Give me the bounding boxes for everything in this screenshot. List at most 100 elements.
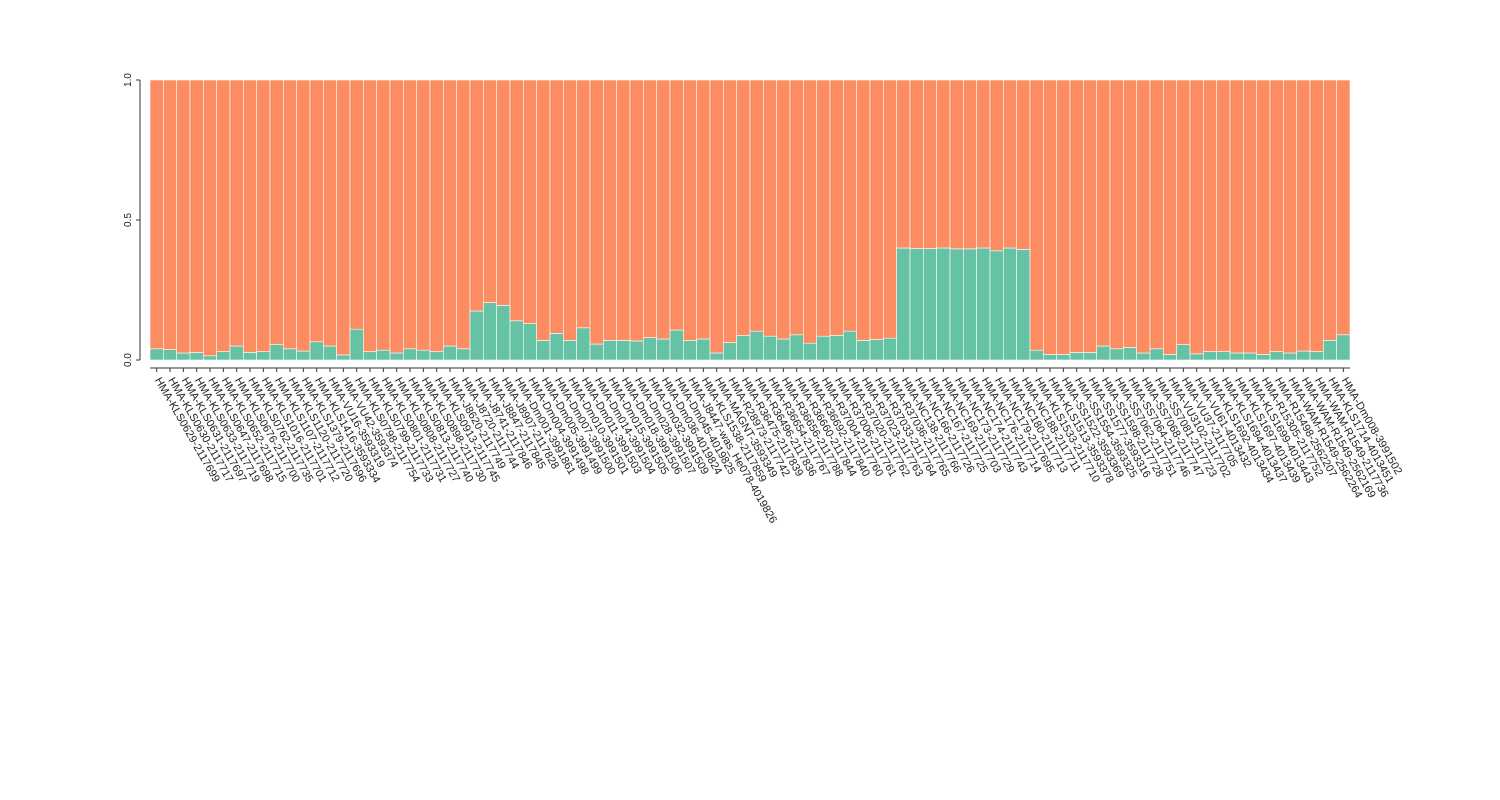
bar-segment (696, 338, 711, 361)
bar-segment (843, 330, 857, 361)
bar-segment (336, 354, 351, 361)
bar-segment (1056, 79, 1071, 355)
bar-segment (616, 340, 631, 361)
bar-segment (1136, 79, 1151, 354)
bar-segment (296, 350, 311, 361)
bar-segment (829, 79, 844, 336)
bar-segment (443, 345, 457, 361)
bar-segment (163, 79, 177, 350)
bar-segment (269, 79, 284, 345)
y-tick-label: 0.0 (123, 353, 134, 367)
bar-segment (1043, 354, 1057, 361)
bar-segment (363, 79, 377, 352)
bar-segment (723, 342, 737, 361)
bar-segment (656, 338, 671, 361)
bar-segment (709, 79, 724, 354)
bar-segment (309, 341, 324, 361)
bar-segment (856, 79, 871, 341)
bar-segment (496, 79, 511, 306)
bar-segment (189, 352, 204, 361)
bar-segment (1163, 79, 1177, 355)
bar-segment (629, 79, 644, 342)
bar-segment (803, 79, 817, 344)
bar-segment (1243, 352, 1257, 361)
bar-segment (629, 340, 644, 361)
bar-segment (576, 79, 591, 329)
bar-segment (696, 79, 711, 340)
bar-segment (1216, 79, 1231, 352)
bar-segment (683, 340, 697, 361)
bar-segment (549, 79, 564, 334)
bar-segment (1109, 79, 1124, 350)
bar-segment (256, 79, 271, 352)
bar-segment (1216, 351, 1231, 361)
bar-segment (1163, 354, 1177, 361)
bar-segment (1256, 79, 1271, 355)
bar-segment (389, 79, 404, 354)
bar-segment (603, 340, 617, 361)
bar-segment (576, 327, 591, 361)
bar-segment (309, 79, 324, 343)
bar-segment (1243, 79, 1257, 354)
bar-segment (336, 79, 351, 356)
bar-segment (976, 79, 991, 249)
bar-segment (243, 352, 257, 361)
bar-segment (656, 79, 671, 340)
bar-segment (1056, 354, 1071, 361)
bar-segment (1083, 352, 1097, 361)
bar-segment (1109, 348, 1124, 361)
bar-segment (643, 337, 657, 361)
bar-segment (429, 351, 444, 361)
bar-segment (1323, 79, 1337, 341)
bar-segment (1003, 247, 1017, 361)
bar-segment (763, 335, 777, 361)
bar-segment (1256, 354, 1271, 361)
bar-segment (1069, 352, 1084, 361)
bar-segment (1323, 340, 1337, 361)
bar-segment (923, 79, 937, 249)
bar-segment (1029, 349, 1044, 361)
bar-segment (1176, 79, 1191, 345)
bar-segment (563, 79, 577, 341)
bar-segment (256, 351, 271, 361)
bar-segment (376, 79, 391, 351)
bar-segment (349, 79, 364, 330)
bar-segment (523, 79, 537, 324)
bar-segment (1269, 79, 1284, 352)
bar-segment (709, 352, 724, 361)
bar-segment (1336, 334, 1351, 361)
bar-segment (1229, 352, 1244, 361)
bar-segment (496, 305, 511, 361)
bar-segment (203, 79, 217, 357)
bar-segment (1189, 79, 1204, 355)
bar-segment (216, 79, 231, 352)
bar-segment (523, 323, 537, 361)
bar-segment (189, 79, 204, 353)
bar-segment (843, 79, 857, 332)
bar-segment (469, 310, 484, 361)
bar-segment (789, 334, 804, 361)
bar-segment (536, 79, 551, 341)
bar-segment (416, 79, 431, 351)
bar-segment (229, 345, 244, 361)
bar-segment (949, 79, 964, 250)
bar-segment (509, 320, 524, 361)
bar-segment (243, 79, 257, 353)
bar-segment (589, 343, 604, 361)
bar-segment (776, 79, 791, 340)
bar-segment (283, 79, 297, 350)
bar-segment (296, 79, 311, 352)
bar-segment (829, 335, 844, 361)
bar-segment (749, 79, 764, 332)
bar-segment (856, 340, 871, 361)
bar-segment (403, 79, 417, 350)
bar-segment (1269, 351, 1284, 361)
bar-segment (149, 348, 164, 361)
bar-segment (1123, 79, 1137, 348)
bar-segment (349, 328, 364, 361)
bar-segment (816, 335, 831, 361)
bar-segment (269, 344, 284, 361)
y-tick-label: 1.0 (123, 73, 134, 87)
bar-segment (923, 248, 937, 361)
